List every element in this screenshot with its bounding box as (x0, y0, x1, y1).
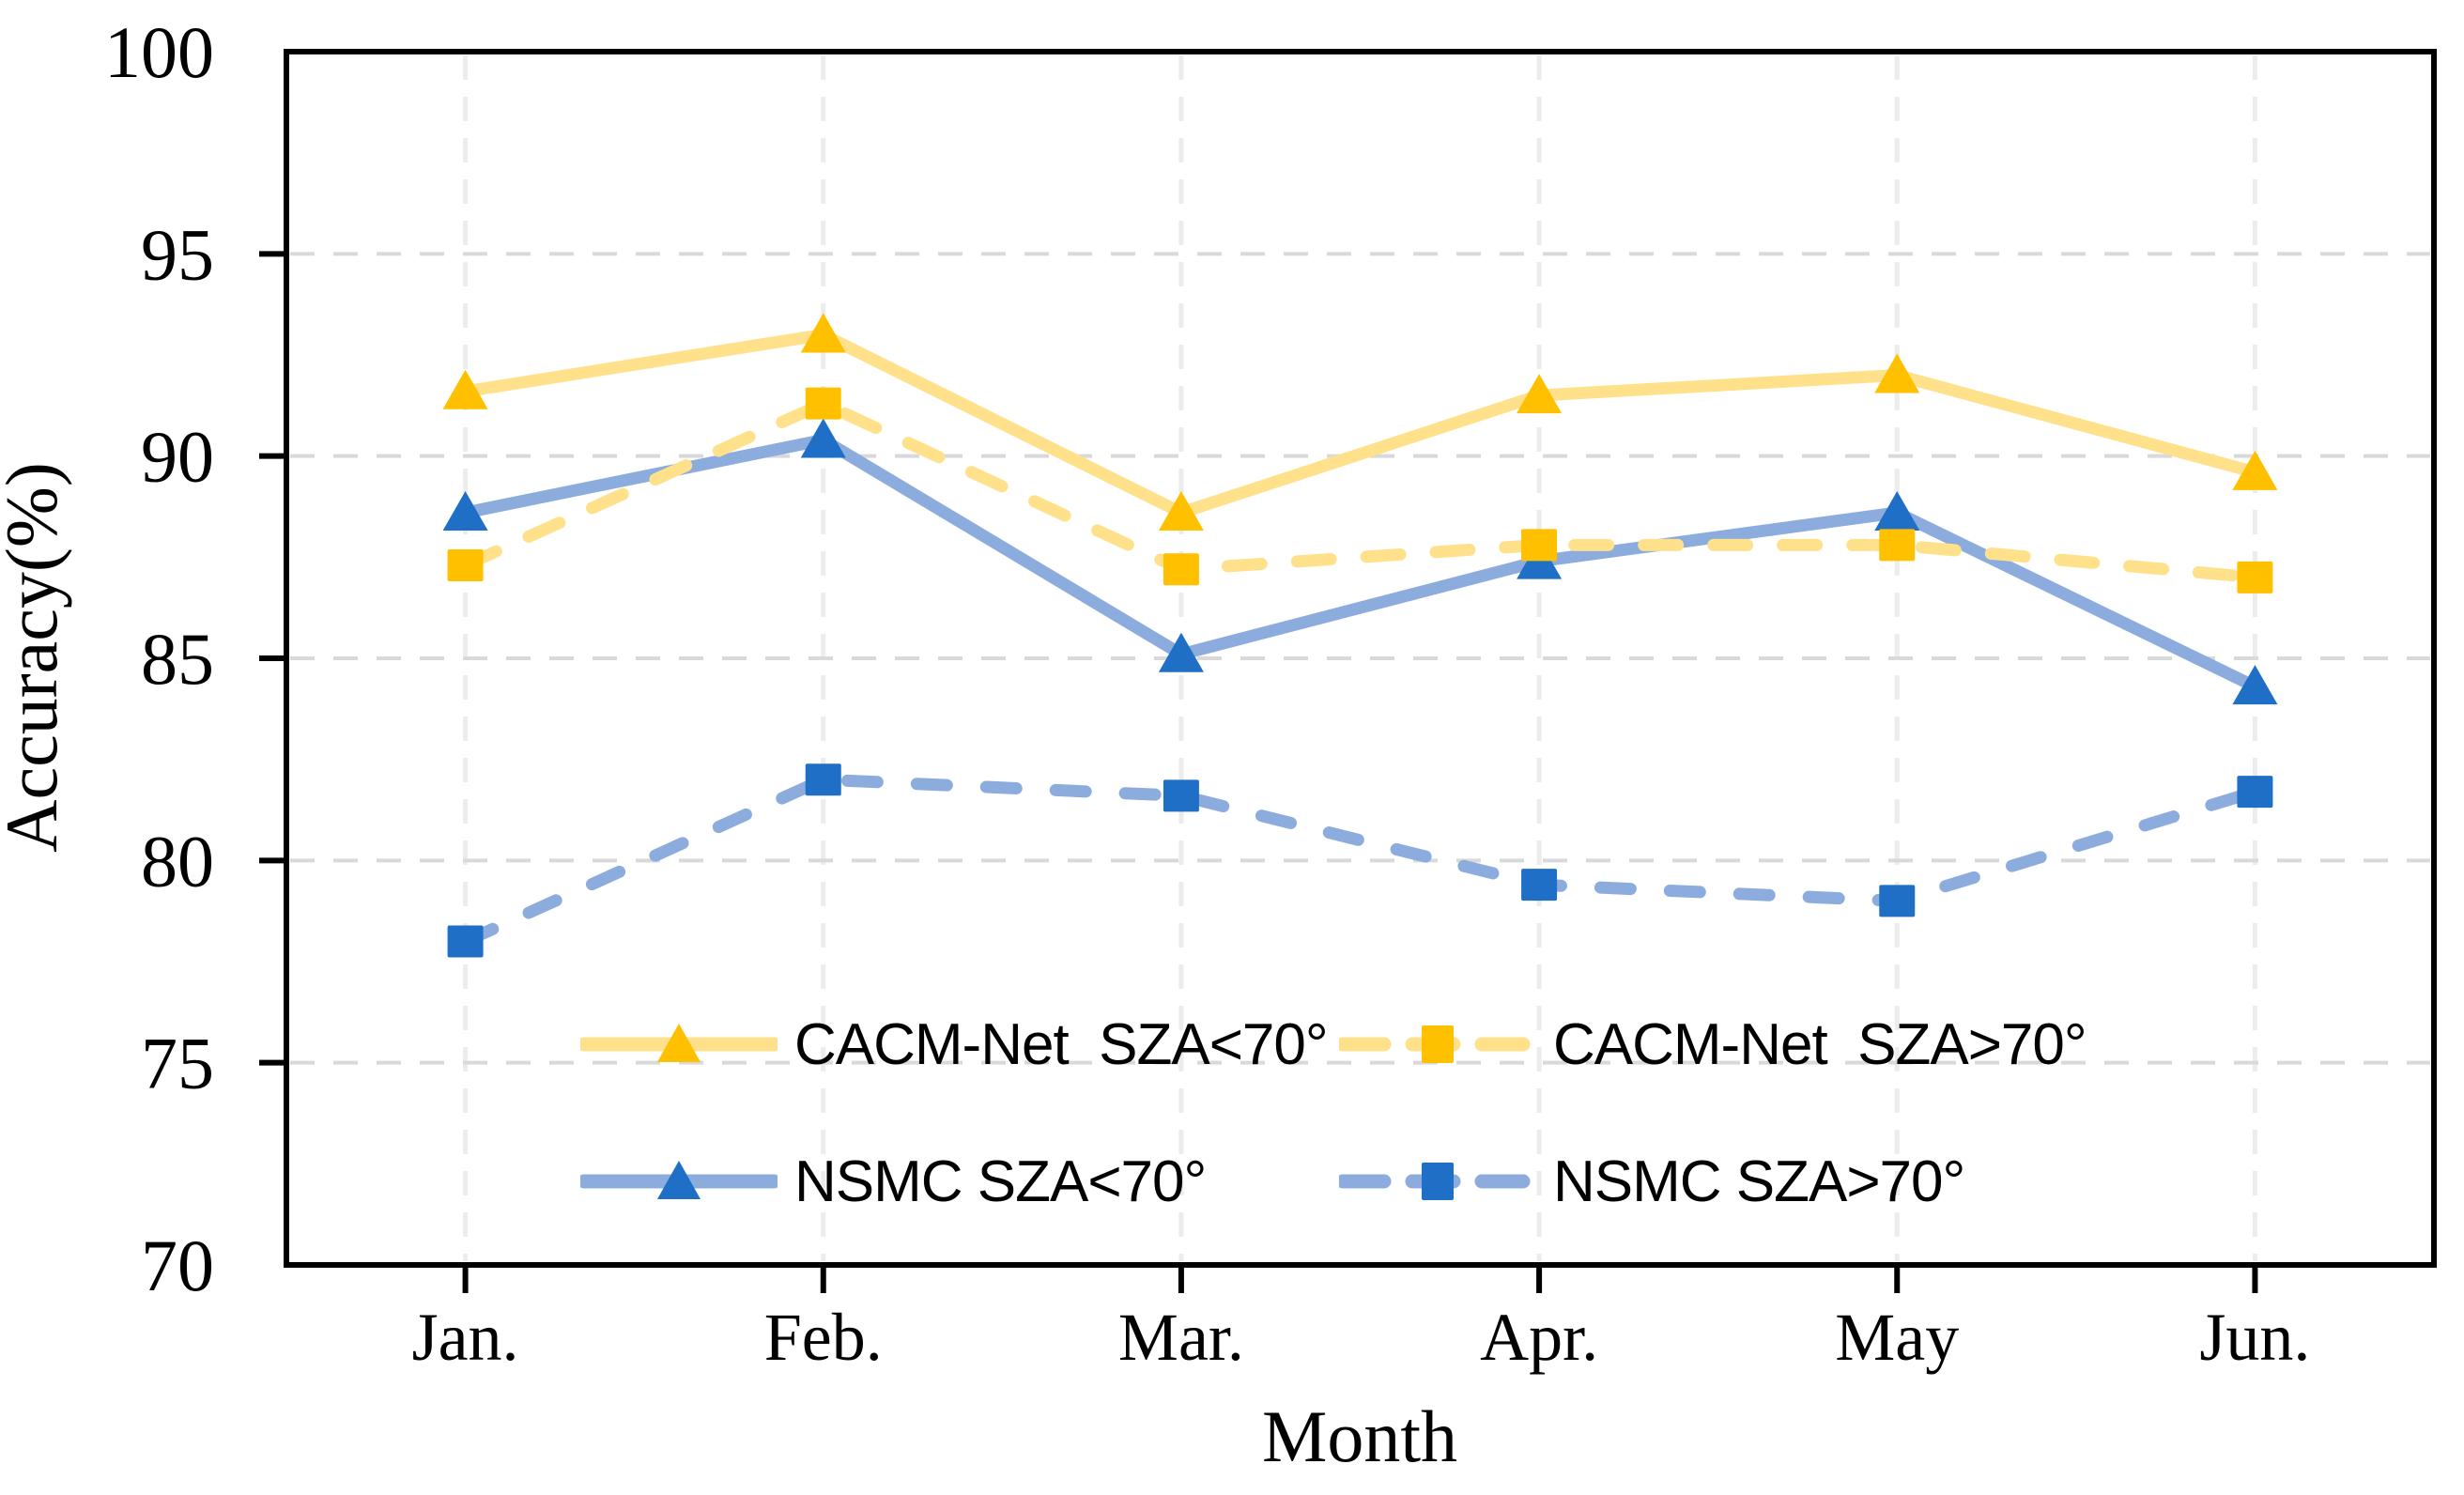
legend-item-cacm-gt70: CACM-Net SZA>70° (1339, 1011, 2087, 1077)
y-tick-label: 85 (141, 618, 214, 700)
data-point-marker (800, 418, 846, 458)
legend-swatch-marker (1422, 1163, 1454, 1200)
legend-label-nsmc-gt70: NSMC SZA>70° (1553, 1148, 1965, 1214)
axis-labels: 100 95 90 85 80 75 70 Jan. Feb. Mar. Apr. May Jun. (104, 11, 2310, 1375)
series-layer (442, 313, 2278, 958)
legend-label-cacm-lt70: CACM-Net SZA<70° (794, 1011, 1329, 1077)
data-point-marker (1163, 779, 1199, 812)
data-point-marker (805, 387, 841, 420)
data-point-marker (1521, 529, 1558, 562)
legend-swatch-marker (1422, 1025, 1454, 1063)
data-point-marker (1874, 353, 1920, 393)
y-tick-label: 95 (141, 213, 214, 295)
legend-swatch-marker (657, 1024, 701, 1062)
y-tick-label: 75 (141, 1023, 214, 1104)
series-line (459, 773, 2261, 948)
y-axis-title: Accuracy(%) (0, 462, 72, 853)
data-point-marker (1879, 885, 1916, 917)
legend-swatch-cacm-lt70 (580, 1024, 778, 1062)
legend-swatch-nsmc-gt70 (1339, 1163, 1536, 1200)
data-point-marker (805, 763, 841, 796)
x-tick-label: May (1835, 1300, 1959, 1375)
series-line (459, 328, 2261, 519)
axes-frame (259, 49, 2437, 1293)
data-point-marker (1517, 374, 1563, 414)
x-tick-label: Feb. (764, 1300, 883, 1375)
data-point-marker (1158, 632, 1204, 672)
data-point-marker (2232, 450, 2278, 490)
gridlines (290, 55, 2430, 1261)
legend-item-nsmc-gt70: NSMC SZA>70° (1339, 1148, 1965, 1214)
data-point-marker (1874, 490, 1920, 531)
plot-frame (284, 49, 2437, 1268)
series-line (459, 433, 2261, 693)
x-tick-label: Jan. (412, 1300, 519, 1375)
data-point-marker (1163, 553, 1199, 586)
data-point-marker (1158, 490, 1204, 531)
data-point-marker (447, 548, 484, 581)
legend-swatch-marker (657, 1161, 701, 1199)
x-tick-label: Apr. (1480, 1300, 1598, 1375)
data-point-marker (442, 490, 488, 531)
y-tick-label: 100 (104, 11, 214, 93)
legend-swatch-nsmc-lt70 (580, 1161, 778, 1199)
x-tick-label: Mar. (1118, 1300, 1244, 1375)
data-point-marker (800, 313, 846, 353)
legend-label-cacm-gt70: CACM-Net SZA>70° (1553, 1011, 2087, 1077)
x-axis-title: Month (1262, 1395, 1457, 1477)
x-tick-label: Jun. (2199, 1300, 2310, 1375)
legend-swatch-cacm-gt70 (1339, 1025, 1536, 1063)
data-point-marker (442, 369, 488, 409)
data-point-marker (447, 925, 484, 958)
data-point-marker (2237, 776, 2273, 809)
legend-label-nsmc-lt70: NSMC SZA<70° (794, 1148, 1207, 1214)
legend-item-nsmc-lt70: NSMC SZA<70° (580, 1148, 1207, 1214)
data-point-marker (2232, 665, 2278, 705)
y-tick-label: 70 (141, 1225, 214, 1306)
legend-item-cacm-lt70: CACM-Net SZA<70° (580, 1011, 1329, 1077)
data-point-marker (1879, 529, 1916, 562)
y-tick-label: 80 (141, 820, 214, 902)
data-point-marker (2237, 561, 2273, 593)
series-line (459, 397, 2261, 584)
data-point-marker (1521, 869, 1558, 902)
y-tick-label: 90 (141, 416, 214, 498)
